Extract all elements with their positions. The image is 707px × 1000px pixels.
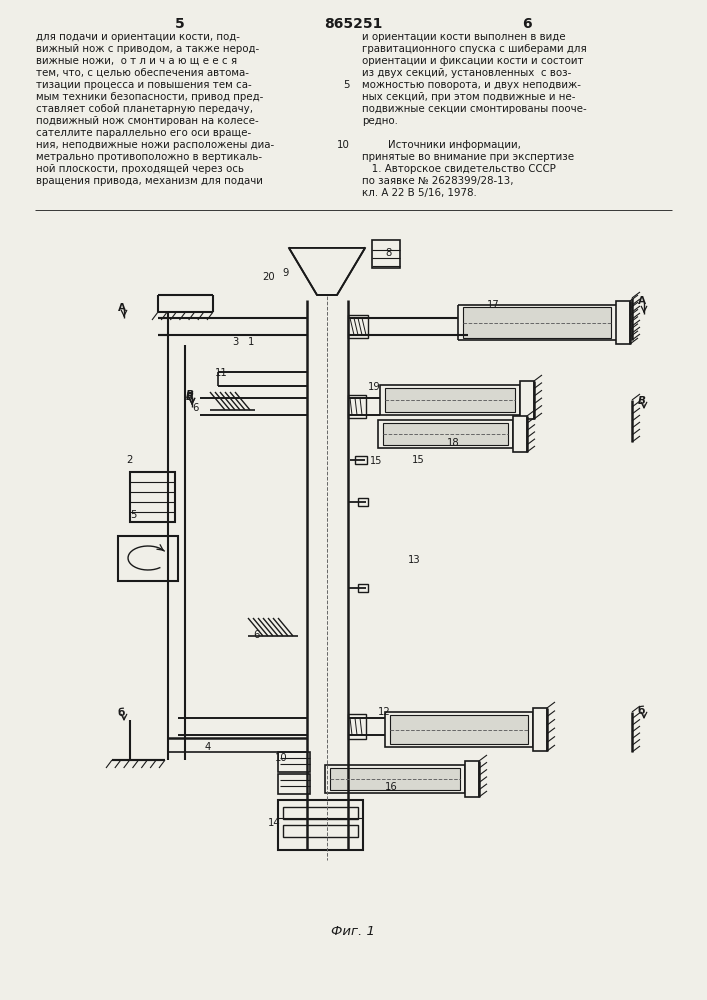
Text: 10: 10	[275, 753, 288, 763]
Bar	[278, 752, 310, 772]
Bar	[465, 761, 479, 797]
Bar	[130, 472, 175, 522]
Bar	[383, 423, 508, 445]
Text: 15: 15	[370, 456, 382, 466]
Text: по заявке № 2628399/28-13,: по заявке № 2628399/28-13,	[362, 176, 513, 186]
Text: вижный нож с приводом, а также неpод-: вижный нож с приводом, а также неpод-	[36, 44, 259, 54]
Text: тем, что, с целью обеспечения автома-: тем, что, с целью обеспечения автома-	[36, 68, 249, 78]
Text: Источники информации,: Источники информации,	[362, 140, 521, 150]
Text: б: б	[638, 706, 645, 716]
Text: и ориентации кости выполнен в виде: и ориентации кости выполнен в виде	[362, 32, 566, 42]
Bar	[358, 584, 368, 592]
Bar	[330, 768, 460, 790]
Polygon shape	[289, 248, 365, 295]
Text: 8: 8	[385, 248, 391, 258]
Bar	[372, 240, 400, 268]
Bar	[385, 388, 515, 412]
Bar	[513, 416, 527, 452]
Text: ных секций, при этом подвижные и не-: ных секций, при этом подвижные и не-	[362, 92, 575, 102]
Bar	[348, 315, 368, 338]
Bar	[283, 807, 358, 819]
Text: 5: 5	[344, 80, 350, 90]
Bar	[283, 825, 358, 837]
Text: ориентации и фиксации кости и состоит: ориентации и фиксации кости и состоит	[362, 56, 583, 66]
Bar	[325, 765, 465, 793]
Text: 9: 9	[282, 268, 288, 278]
Bar	[118, 536, 178, 581]
Text: 14: 14	[268, 818, 281, 828]
Text: вращения привода, механизм для подачи: вращения привода, механизм для подачи	[36, 176, 263, 186]
Text: 2: 2	[126, 455, 132, 465]
Text: редно.: редно.	[362, 116, 398, 126]
Text: 5: 5	[130, 510, 136, 520]
Text: A: A	[638, 296, 646, 306]
Bar	[616, 301, 630, 344]
Text: 17: 17	[487, 300, 500, 310]
Text: метрально противоположно в вертикаль-: метрально противоположно в вертикаль-	[36, 152, 262, 162]
Text: 1. Авторское свидетельство СССР: 1. Авторское свидетельство СССР	[362, 164, 556, 174]
Text: 6: 6	[192, 403, 199, 413]
Bar	[355, 456, 367, 464]
Text: 6: 6	[253, 630, 259, 640]
Bar	[378, 420, 513, 448]
Text: гравитационного спуска с шиберами для: гравитационного спуска с шиберами для	[362, 44, 587, 54]
Text: подвижный нож смонтирован на колесе-: подвижный нож смонтирован на колесе-	[36, 116, 259, 126]
Text: 12: 12	[378, 707, 391, 717]
Text: B: B	[638, 396, 646, 406]
Text: 3: 3	[232, 337, 238, 347]
Text: 11: 11	[215, 368, 228, 378]
Text: можностью поворота, и двух неподвиж-: можностью поворота, и двух неподвиж-	[362, 80, 581, 90]
Text: ной плоскости, проходящей через ось: ной плоскости, проходящей через ось	[36, 164, 244, 174]
Text: 20: 20	[262, 272, 274, 282]
Bar	[533, 708, 547, 751]
Text: 16: 16	[385, 782, 398, 792]
Text: 6: 6	[522, 17, 532, 31]
Text: 18: 18	[447, 438, 460, 448]
Text: мым техники безопасности, привод пред-: мым техники безопасности, привод пред-	[36, 92, 264, 102]
Text: Фиг. 1: Фиг. 1	[331, 925, 375, 938]
Text: 10: 10	[337, 140, 350, 150]
Text: 4: 4	[205, 742, 211, 752]
Text: подвижные секции смонтированы пооче-: подвижные секции смонтированы пооче-	[362, 104, 587, 114]
Text: 1: 1	[248, 337, 255, 347]
Bar	[358, 498, 368, 506]
Text: B: B	[186, 392, 194, 402]
Text: сателлите параллельно его оси враще-: сателлите параллельно его оси враще-	[36, 128, 251, 138]
Text: 865251: 865251	[324, 17, 382, 31]
Bar	[390, 715, 528, 744]
Text: 13: 13	[408, 555, 421, 565]
Text: A: A	[118, 303, 126, 313]
Text: ния, неподвижные ножи расположены диа-: ния, неподвижные ножи расположены диа-	[36, 140, 274, 150]
Bar	[278, 774, 310, 794]
Text: 5: 5	[175, 17, 185, 31]
Bar	[385, 712, 533, 747]
Text: тизации процесса и повышения тем са-: тизации процесса и повышения тем са-	[36, 80, 252, 90]
Text: кл. А 22 В 5/16, 1978.: кл. А 22 В 5/16, 1978.	[362, 188, 477, 198]
Bar	[278, 800, 363, 850]
Text: ставляет собой планетарную передачу,: ставляет собой планетарную передачу,	[36, 104, 253, 114]
Text: 7: 7	[302, 260, 308, 270]
Text: для подачи и ориентации кости, под-: для подачи и ориентации кости, под-	[36, 32, 240, 42]
Text: из двух секций, установленных  с воз-: из двух секций, установленных с воз-	[362, 68, 571, 78]
Bar	[520, 381, 534, 419]
Bar	[463, 307, 611, 338]
Text: B: B	[186, 390, 194, 400]
Text: б: б	[118, 708, 125, 718]
Bar	[348, 395, 366, 418]
Text: 19: 19	[368, 382, 381, 392]
Text: 15: 15	[412, 455, 425, 465]
Text: принятые во внимание при экспертизе: принятые во внимание при экспертизе	[362, 152, 574, 162]
Bar	[348, 714, 366, 739]
Bar	[380, 385, 520, 415]
Text: вижные ножи,  о т л и ч а ю щ е е с я: вижные ножи, о т л и ч а ю щ е е с я	[36, 56, 237, 66]
